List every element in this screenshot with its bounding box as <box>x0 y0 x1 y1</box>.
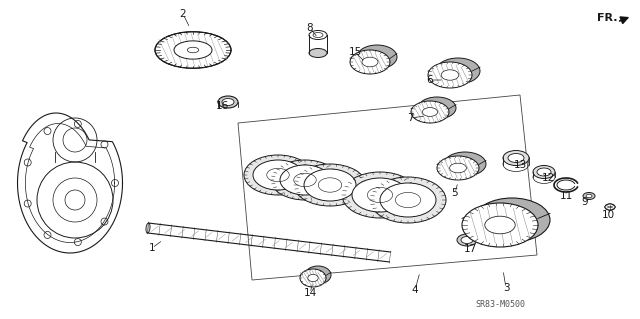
Ellipse shape <box>271 160 339 200</box>
Text: 5: 5 <box>452 188 458 198</box>
Text: 1: 1 <box>148 243 156 253</box>
Ellipse shape <box>605 204 615 210</box>
Ellipse shape <box>508 153 524 162</box>
Text: 6: 6 <box>427 75 433 85</box>
Ellipse shape <box>503 151 529 166</box>
Ellipse shape <box>537 168 551 176</box>
Ellipse shape <box>533 166 555 179</box>
Ellipse shape <box>370 177 446 223</box>
Text: FR.: FR. <box>597 13 618 23</box>
Text: 4: 4 <box>412 285 419 295</box>
Text: 14: 14 <box>303 288 317 298</box>
Text: 10: 10 <box>602 210 614 220</box>
Ellipse shape <box>586 194 592 198</box>
Ellipse shape <box>294 164 366 206</box>
Ellipse shape <box>462 203 538 247</box>
Ellipse shape <box>342 172 418 218</box>
Text: 2: 2 <box>180 9 186 19</box>
Text: 7: 7 <box>406 113 413 123</box>
Text: 17: 17 <box>463 244 477 254</box>
Ellipse shape <box>308 274 318 282</box>
Ellipse shape <box>222 99 234 106</box>
Ellipse shape <box>280 165 330 195</box>
Ellipse shape <box>461 236 473 243</box>
Ellipse shape <box>350 50 390 74</box>
Ellipse shape <box>146 223 150 233</box>
Ellipse shape <box>253 160 303 190</box>
Ellipse shape <box>244 155 312 195</box>
Ellipse shape <box>457 234 477 246</box>
Ellipse shape <box>174 41 212 59</box>
Text: 15: 15 <box>348 47 362 57</box>
Ellipse shape <box>362 57 378 67</box>
Text: 9: 9 <box>582 197 588 207</box>
Text: 13: 13 <box>513 160 527 170</box>
Text: 16: 16 <box>216 101 228 111</box>
Ellipse shape <box>218 96 238 108</box>
Ellipse shape <box>305 266 331 284</box>
Text: 8: 8 <box>307 23 314 33</box>
Ellipse shape <box>309 48 327 57</box>
Ellipse shape <box>450 163 467 173</box>
Text: 11: 11 <box>559 191 573 201</box>
Ellipse shape <box>474 198 550 242</box>
Ellipse shape <box>428 62 472 88</box>
Ellipse shape <box>422 108 438 116</box>
Ellipse shape <box>444 152 486 176</box>
Ellipse shape <box>411 101 449 123</box>
Text: SR83-M0500: SR83-M0500 <box>475 300 525 309</box>
Ellipse shape <box>605 204 615 210</box>
Ellipse shape <box>304 169 356 201</box>
Ellipse shape <box>309 31 327 40</box>
Ellipse shape <box>583 192 595 199</box>
Ellipse shape <box>155 32 231 68</box>
Ellipse shape <box>352 178 408 212</box>
Ellipse shape <box>418 97 456 119</box>
Ellipse shape <box>357 45 397 69</box>
Ellipse shape <box>380 183 436 217</box>
Ellipse shape <box>441 70 459 80</box>
Ellipse shape <box>300 269 326 287</box>
Text: 12: 12 <box>541 173 555 183</box>
Ellipse shape <box>436 58 480 84</box>
Text: 3: 3 <box>502 283 509 293</box>
Ellipse shape <box>485 216 515 234</box>
Ellipse shape <box>605 204 615 210</box>
Ellipse shape <box>437 156 479 180</box>
